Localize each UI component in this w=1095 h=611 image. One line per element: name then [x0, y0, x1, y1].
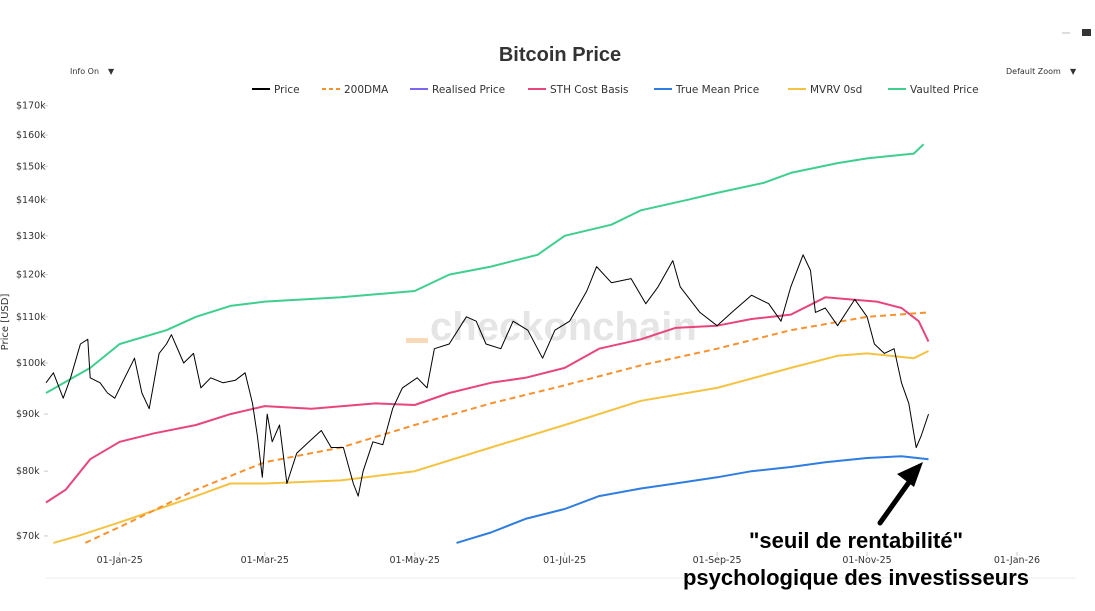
legend-label: Vaulted Price — [910, 84, 979, 96]
series-line-true-mean-price — [456, 455, 929, 544]
legend-item[interactable]: Vaulted Price — [888, 84, 979, 96]
y-tick-label: $120k — [16, 270, 46, 281]
annotation-line-1: "seuil de rentabilité" — [749, 528, 963, 553]
info-toggle[interactable]: Info On ▼ — [70, 67, 115, 76]
x-tick-label: 01-May-25 — [389, 555, 440, 566]
toolbar-icons[interactable] — [1062, 29, 1091, 36]
x-tick-label: 01-Nov-25 — [842, 555, 891, 566]
series-line-mvrv-0sd — [53, 350, 929, 544]
x-tick-label: 01-Mar-25 — [241, 555, 289, 566]
arrow-head-icon — [897, 462, 923, 487]
legend-label: 200DMA — [344, 84, 389, 96]
x-tick-label: 01-Jan-26 — [994, 555, 1040, 566]
series-line-vaulted-price — [45, 143, 925, 394]
series-line-price — [45, 254, 929, 497]
y-tick-label: $80k — [16, 466, 40, 477]
y-tick-label: $140k — [16, 195, 46, 206]
chevron-down-icon[interactable]: ▼ — [1070, 67, 1077, 76]
legend-label: True Mean Price — [675, 84, 759, 96]
y-tick-label: $130k — [16, 231, 46, 242]
plot-area — [45, 143, 930, 544]
y-tick-label: $110k — [16, 312, 46, 323]
y-tick-label: $90k — [16, 409, 40, 420]
y-tick-label: $160k — [16, 130, 46, 141]
zoom-select[interactable]: Default Zoom ▼ — [1006, 67, 1077, 76]
annotation-arrow — [877, 462, 923, 526]
y-axis-label: Price [USD] — [0, 294, 11, 351]
chart-title: Bitcoin Price — [499, 44, 621, 66]
y-tick-label: $170k — [16, 101, 46, 112]
x-tick-label: 01-Jan-25 — [97, 555, 143, 566]
info-toggle-label[interactable]: Info On — [70, 67, 99, 76]
download-icon[interactable] — [1082, 29, 1091, 36]
watermark-mark — [406, 338, 428, 343]
legend-item[interactable]: MVRV 0sd — [788, 84, 862, 96]
legend-item[interactable]: 200DMA — [322, 84, 389, 96]
chevron-down-icon[interactable]: ▼ — [108, 67, 115, 76]
y-tick-label: $70k — [16, 531, 40, 542]
y-tick-label: $100k — [16, 358, 46, 369]
legend-label: MVRV 0sd — [810, 84, 862, 96]
series-line-200dma — [84, 311, 929, 544]
axes: $70k $80k $90k $100k $110k $120k $130k $140k $15… — [16, 101, 1076, 579]
annotation-line-2: psychologique des investisseurs — [683, 565, 1029, 590]
x-tick-label: 01-Jul-25 — [543, 555, 586, 566]
y-tick-label: $150k — [16, 161, 46, 172]
legend-item[interactable]: Realised Price — [410, 84, 505, 96]
legend-label: Realised Price — [432, 84, 505, 96]
legend[interactable]: Price 200DMA Realised Price STH Cost Basis T… — [252, 84, 979, 96]
series-line-sth-cost-basis — [45, 296, 930, 504]
legend-item[interactable]: STH Cost Basis — [528, 84, 629, 96]
x-tick-label: 01-Sep-25 — [693, 555, 742, 566]
legend-label: Price — [274, 84, 300, 96]
legend-label: STH Cost Basis — [550, 84, 629, 96]
zoom-select-label[interactable]: Default Zoom — [1006, 67, 1061, 76]
watermark: checkonchain — [430, 305, 697, 349]
legend-item[interactable]: True Mean Price — [654, 84, 759, 96]
legend-item[interactable]: Price — [252, 84, 300, 96]
